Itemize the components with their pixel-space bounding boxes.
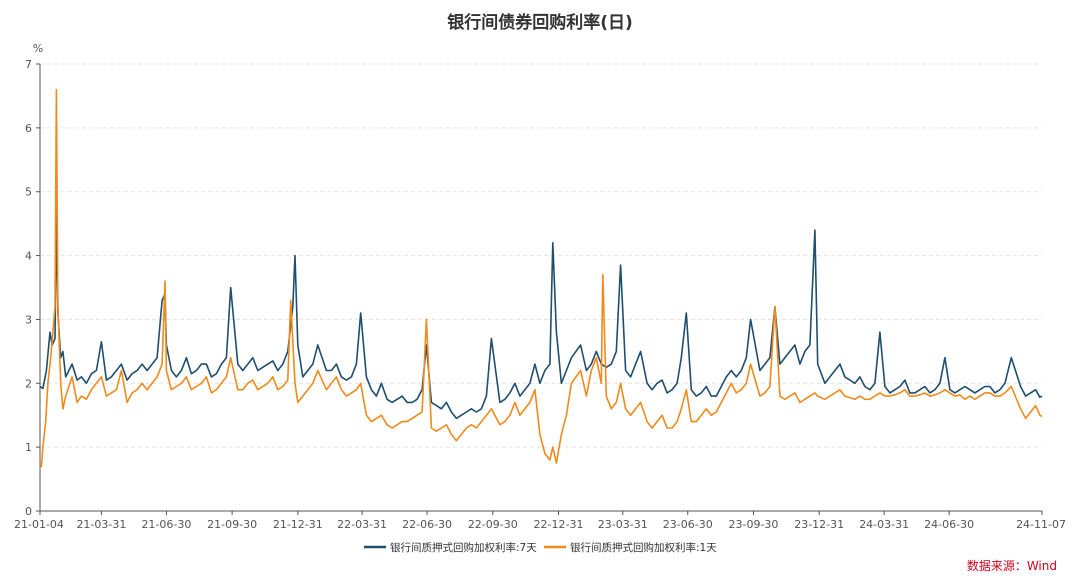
legend-label-1d: 银行间质押式回购加权利率:1天 bbox=[570, 541, 717, 554]
y-tick-label: 4 bbox=[25, 250, 32, 263]
x-tick-label: 23-03-31 bbox=[598, 518, 648, 531]
x-tick-label: 22-12-31 bbox=[534, 518, 584, 531]
x-tick-label: 24-03-31 bbox=[859, 518, 909, 531]
x-tick-label: 23-06-30 bbox=[663, 518, 713, 531]
x-tick-label: 21-03-31 bbox=[76, 518, 126, 531]
series-lines bbox=[39, 88, 1043, 468]
y-tick-label: 0 bbox=[25, 505, 32, 518]
axes bbox=[39, 64, 1042, 512]
x-tick-label: 22-09-30 bbox=[468, 518, 518, 531]
x-tick-label: 21-09-30 bbox=[207, 518, 257, 531]
x-tick-label: 21-12-31 bbox=[273, 518, 323, 531]
x-tick-label: 22-06-30 bbox=[402, 518, 452, 531]
x-tick-label: 22-03-31 bbox=[337, 518, 387, 531]
y-tick-label: 3 bbox=[25, 313, 32, 326]
legend: 银行间质押式回购加权利率:7天 银行间质押式回购加权利率:1天 bbox=[364, 541, 717, 554]
y-tick-label: 2 bbox=[25, 377, 32, 390]
y-ticks: 0 1 2 3 4 5 6 7 bbox=[25, 58, 40, 518]
x-tick-label: 21-01-04 bbox=[14, 518, 64, 531]
series-line-1d bbox=[39, 88, 1043, 468]
y-tick-label: 7 bbox=[25, 58, 32, 71]
legend-label-7d: 银行间质押式回购加权利率:7天 bbox=[390, 541, 537, 554]
y-tick-label: 5 bbox=[25, 186, 32, 199]
x-ticks: 21-01-04 21-03-31 21-06-30 21-09-30 21-12-31… bbox=[14, 511, 1066, 531]
chart-title: 银行间债券回购利率(日) bbox=[447, 12, 633, 33]
y-tick-label: 6 bbox=[25, 122, 32, 135]
x-tick-label: 21-06-30 bbox=[141, 518, 191, 531]
x-tick-label: 24-11-07 bbox=[1016, 518, 1066, 531]
x-tick-label: 24-06-30 bbox=[924, 518, 974, 531]
x-tick-label: 23-12-31 bbox=[794, 518, 844, 531]
x-tick-label: 23-09-30 bbox=[729, 518, 779, 531]
y-axis-unit: % bbox=[33, 42, 43, 55]
y-tick-label: 1 bbox=[25, 441, 32, 454]
series-line-7d bbox=[39, 210, 1043, 420]
gridlines bbox=[40, 63, 1042, 448]
data-source-note: 数据来源：Wind bbox=[967, 558, 1057, 573]
